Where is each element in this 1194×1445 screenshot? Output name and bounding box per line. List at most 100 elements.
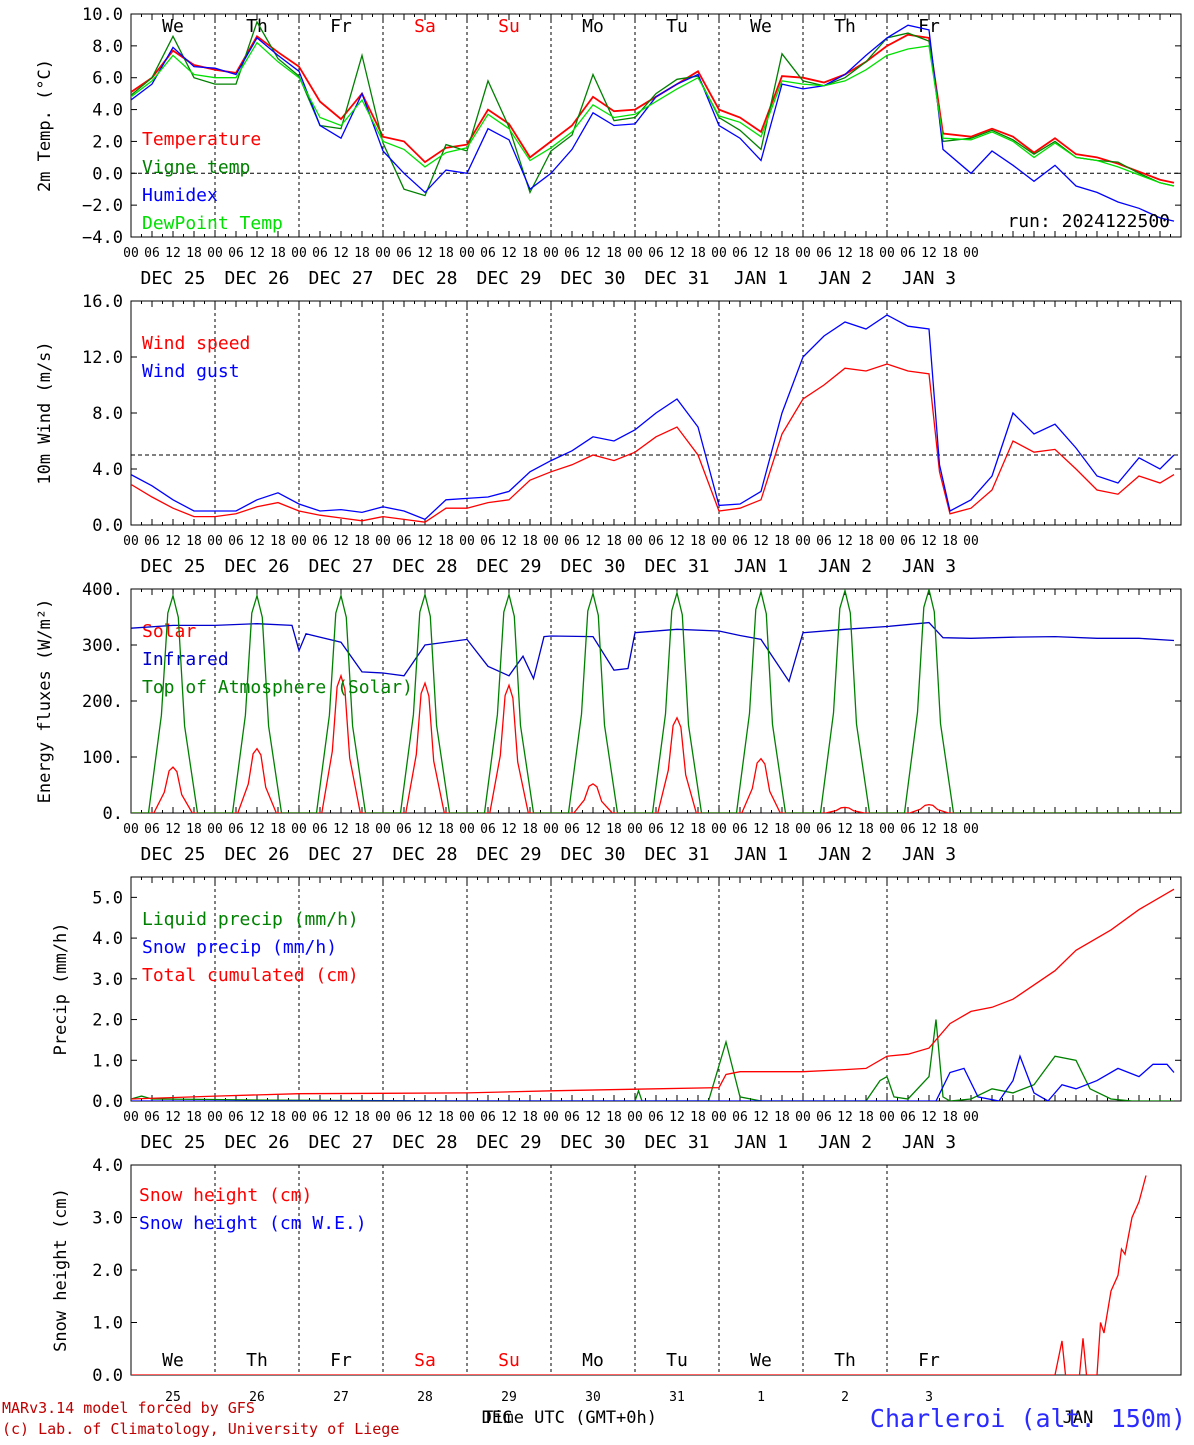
panel-1: 10.0 8.0 6.0 4.0 2.0 0.0 −2.0 −4.0 2m Temp. (°C)…: [35, 5, 1182, 289]
y-tick-label: 0.0: [92, 164, 123, 184]
x-day-number: 27: [333, 1390, 349, 1405]
y-tick-label: 1.0: [92, 1314, 123, 1334]
x-hour-label: 06: [228, 822, 244, 837]
x-hour-label: 06: [732, 822, 748, 837]
weekday-label: Mo: [582, 16, 604, 37]
weekday-label: Su: [498, 1350, 520, 1371]
x-hour-label: 00: [459, 534, 475, 549]
x-hour-label: 00: [123, 822, 139, 837]
x-hour-label: 06: [396, 534, 412, 549]
x-hour-label: 12: [165, 246, 181, 261]
x-hour-label: 18: [522, 1110, 538, 1125]
x-day-label: DEC 26: [224, 268, 289, 289]
x-hour-label: 06: [648, 1110, 664, 1125]
x-hour-label: 06: [816, 246, 832, 261]
x-hour-label: 06: [228, 246, 244, 261]
x-hour-label: 12: [501, 246, 517, 261]
x-hour-label: 18: [270, 1110, 286, 1125]
x-hour-label: 00: [795, 822, 811, 837]
legend-entry: Total cumulated (cm): [142, 965, 359, 986]
plot-frame: [130, 588, 1182, 814]
x-day-number: 29: [501, 1390, 517, 1405]
weekday-label: Fr: [918, 1350, 940, 1371]
x-day-number: 1: [757, 1390, 765, 1405]
x-hour-label: 00: [207, 822, 223, 837]
x-day-label: JAN 3: [902, 1132, 956, 1153]
x-hour-label: 06: [564, 534, 580, 549]
x-hour-label: 18: [186, 822, 202, 837]
x-day-label: DEC 30: [560, 1132, 625, 1153]
x-hour-label: 18: [858, 534, 874, 549]
x-hour-label: 06: [480, 534, 496, 549]
x-hour-label: 00: [963, 246, 979, 261]
x-hour-label: 18: [606, 822, 622, 837]
x-hour-label: 06: [312, 246, 328, 261]
weekday-label: We: [162, 1350, 184, 1371]
x-hour-label: 18: [354, 822, 370, 837]
y-tick-label: 100.: [82, 748, 123, 768]
x-day-label: DEC 27: [308, 1132, 373, 1153]
x-day-label: JAN 1: [734, 268, 788, 289]
x-hour-label: 00: [375, 1110, 391, 1125]
x-hour-label: 12: [501, 1110, 517, 1125]
series-line-snow-precip-mm-h-: [131, 1054, 1175, 1101]
x-hour-label: 00: [711, 534, 727, 549]
x-hour-label: 18: [270, 534, 286, 549]
x-hour-label: 06: [732, 534, 748, 549]
legend-entry: Liquid precip (mm/h): [142, 909, 359, 930]
x-hour-label: 18: [774, 246, 790, 261]
x-hour-label: 12: [837, 534, 853, 549]
x-hour-label: 18: [522, 822, 538, 837]
x-hour-label: 18: [186, 534, 202, 549]
x-hour-label: 00: [123, 1110, 139, 1125]
x-day-label: JAN 1: [734, 1132, 788, 1153]
y-tick-label: 12.0: [82, 348, 123, 368]
x-hour-label: 12: [417, 1110, 433, 1125]
x-day-label: DEC 26: [224, 844, 289, 865]
x-hour-label: 06: [564, 1110, 580, 1125]
x-hour-label: 00: [123, 246, 139, 261]
x-hour-label: 00: [207, 534, 223, 549]
x-hour-label: 06: [648, 534, 664, 549]
x-hour-label: 12: [837, 822, 853, 837]
x-hour-label: 12: [837, 246, 853, 261]
x-hour-label: 06: [228, 534, 244, 549]
x-hour-label: 12: [417, 534, 433, 549]
legend-entry: Temperature: [142, 129, 261, 150]
x-hour-label: 18: [606, 534, 622, 549]
x-hour-label: 06: [396, 822, 412, 837]
y-tick-label: 8.0: [92, 37, 123, 57]
x-hour-label: 00: [375, 822, 391, 837]
series-line-wind-speed: [131, 363, 1175, 523]
y-tick-label: 16.0: [82, 292, 123, 312]
weekday-label: We: [750, 1350, 772, 1371]
y-tick-label: 4.0: [92, 460, 123, 480]
x-day-label: DEC 30: [560, 268, 625, 289]
y-tick-label: −2.0: [82, 196, 123, 216]
x-hour-label: 06: [900, 246, 916, 261]
x-day-label: JAN 1: [734, 844, 788, 865]
panel-4: 5.0 4.0 3.0 2.0 1.0 0.0 Precip (mm/h) 00 06 12 18 0…: [51, 876, 1182, 1153]
y-tick-label: 2.0: [92, 1011, 123, 1031]
x-hour-label: 00: [963, 534, 979, 549]
x-day-number: 26: [249, 1390, 265, 1405]
x-day-label: DEC 26: [224, 1132, 289, 1153]
x-day-label: DEC 28: [392, 268, 457, 289]
x-hour-label: 06: [732, 1110, 748, 1125]
run-label: run: 2024122500: [1007, 211, 1170, 232]
x-hour-label: 00: [879, 534, 895, 549]
legend-entry: Wind speed: [142, 333, 250, 354]
x-day-label: JAN 3: [902, 844, 956, 865]
y-tick-label: 4.0: [92, 929, 123, 949]
x-hour-label: 18: [354, 534, 370, 549]
x-hour-label: 18: [522, 246, 538, 261]
x-hour-label: 12: [837, 1110, 853, 1125]
x-hour-label: 12: [249, 1110, 265, 1125]
x-day-label: JAN 2: [818, 1132, 872, 1153]
x-hour-label: 12: [921, 534, 937, 549]
x-hour-label: 00: [207, 246, 223, 261]
x-hour-label: 12: [165, 534, 181, 549]
x-day-label: DEC 25: [140, 268, 205, 289]
weekday-label: Th: [246, 1350, 268, 1371]
x-day-label: JAN 3: [902, 268, 956, 289]
